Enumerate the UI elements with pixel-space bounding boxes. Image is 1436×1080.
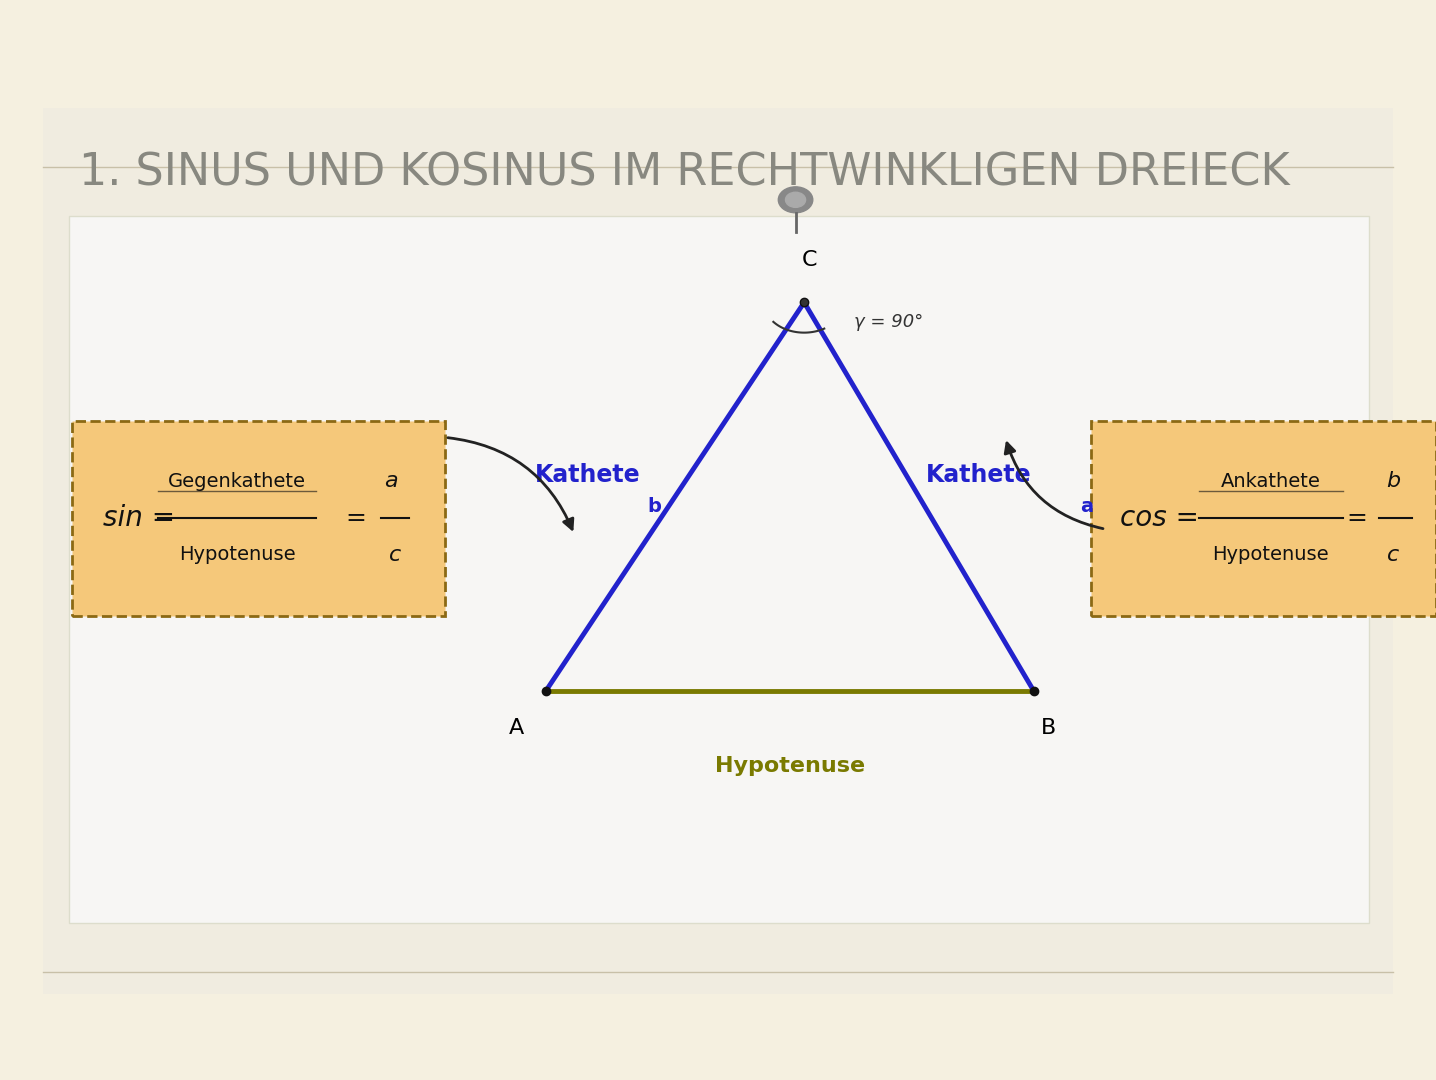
FancyBboxPatch shape	[69, 216, 1369, 923]
FancyBboxPatch shape	[1091, 421, 1436, 616]
Text: b: b	[1386, 471, 1400, 491]
Text: Hypotenuse: Hypotenuse	[715, 756, 864, 777]
Text: =: =	[346, 507, 366, 530]
Circle shape	[785, 192, 806, 207]
Text: A: A	[508, 718, 524, 739]
Text: a: a	[1080, 497, 1093, 516]
Text: b: b	[648, 497, 662, 516]
Text: 1. SINUS UND KOSINUS IM RECHTWINKLIGEN DREIECK: 1. SINUS UND KOSINUS IM RECHTWINKLIGEN D…	[79, 151, 1290, 194]
Text: γ = 90°: γ = 90°	[854, 313, 923, 332]
Text: Hypotenuse: Hypotenuse	[178, 545, 296, 565]
FancyBboxPatch shape	[72, 421, 445, 616]
Text: cos =: cos =	[1120, 504, 1199, 532]
Text: =: =	[1347, 507, 1367, 530]
Text: sin =: sin =	[103, 504, 175, 532]
Text: C: C	[801, 249, 817, 270]
Text: c: c	[1387, 545, 1399, 566]
Circle shape	[778, 187, 813, 213]
Text: Kathete: Kathete	[534, 463, 640, 487]
Text: c: c	[389, 545, 401, 566]
FancyArrowPatch shape	[448, 437, 573, 529]
Text: Gegenkathete: Gegenkathete	[168, 472, 306, 491]
Text: Ankathete: Ankathete	[1221, 472, 1321, 491]
Text: Hypotenuse: Hypotenuse	[1212, 545, 1330, 565]
FancyArrowPatch shape	[1005, 443, 1103, 528]
Text: Kathete: Kathete	[926, 463, 1032, 487]
FancyBboxPatch shape	[43, 108, 1393, 994]
Text: B: B	[1041, 718, 1057, 739]
Text: a: a	[383, 471, 398, 491]
